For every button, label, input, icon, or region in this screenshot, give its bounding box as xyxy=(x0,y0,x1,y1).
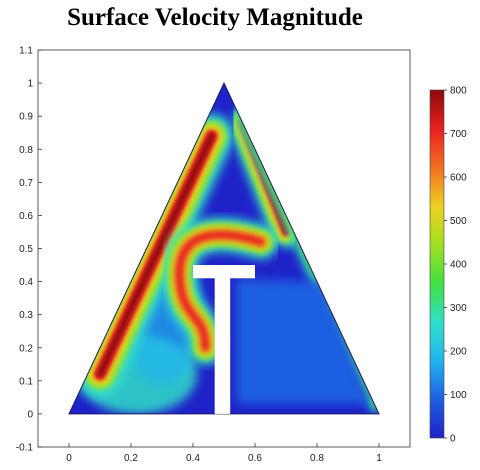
swirl-layer-3 xyxy=(174,230,266,353)
y-axis: -0.1 0 0.1 0.2 0.3 0.4 0.5 0.6 0.7 0.8 0.9 1 1.1 xyxy=(16,46,42,454)
y-tick-label: 0.9 xyxy=(19,112,33,123)
colorbar-tick-label: 500 xyxy=(450,216,467,227)
right-subdomain xyxy=(236,278,370,404)
colorbar-tick-label: 0 xyxy=(450,434,456,445)
y-tick-label: 0.2 xyxy=(19,343,33,354)
x-tick-label: 1 xyxy=(376,453,382,464)
y-tick-label: 0.3 xyxy=(19,310,33,321)
x-tick-label: 0.2 xyxy=(124,453,138,464)
y-tick-label: 0.5 xyxy=(19,244,33,255)
colorbar-tick-label: 800 xyxy=(450,86,467,97)
y-tick-label: 1 xyxy=(27,79,33,90)
colorbar-tick-label: 600 xyxy=(450,173,467,184)
x-tick-label: 0.6 xyxy=(248,453,262,464)
y-tick-label: 0.1 xyxy=(19,376,33,387)
colorbar: 0 100 200 300 400 500 600 700 800 xyxy=(429,86,467,445)
left-wall-jet-layer-4 xyxy=(97,133,215,378)
t-obstacle-bar xyxy=(193,265,255,279)
x-tick-label: 0.8 xyxy=(310,453,324,464)
y-tick-label: 1.1 xyxy=(19,46,33,57)
colorbar-tick-label: 200 xyxy=(450,347,467,358)
y-tick-label: 0.6 xyxy=(19,211,33,222)
colorbar-gradient xyxy=(429,89,445,439)
colorbar-tick-label: 700 xyxy=(450,129,467,140)
t-obstacle xyxy=(193,265,255,414)
y-tick-label: -0.1 xyxy=(16,443,34,454)
x-axis: 0 0.2 0.4 0.6 0.8 1 xyxy=(66,443,382,464)
x-tick-label: 0.4 xyxy=(186,453,200,464)
y-tick-label: 0.7 xyxy=(19,178,33,189)
y-tick-label: 0 xyxy=(27,409,33,420)
colorbar-tick-label: 300 xyxy=(450,303,467,314)
chart-title: Surface Velocity Magnitude xyxy=(67,4,363,31)
x-tick-label: 0 xyxy=(66,453,72,464)
colorbar-tick-label: 400 xyxy=(450,260,467,271)
y-tick-label: 0.4 xyxy=(19,277,33,288)
t-obstacle-stem xyxy=(214,277,231,414)
y-tick-label: 0.8 xyxy=(19,145,33,156)
colorbar-tick-label: 100 xyxy=(450,390,467,401)
